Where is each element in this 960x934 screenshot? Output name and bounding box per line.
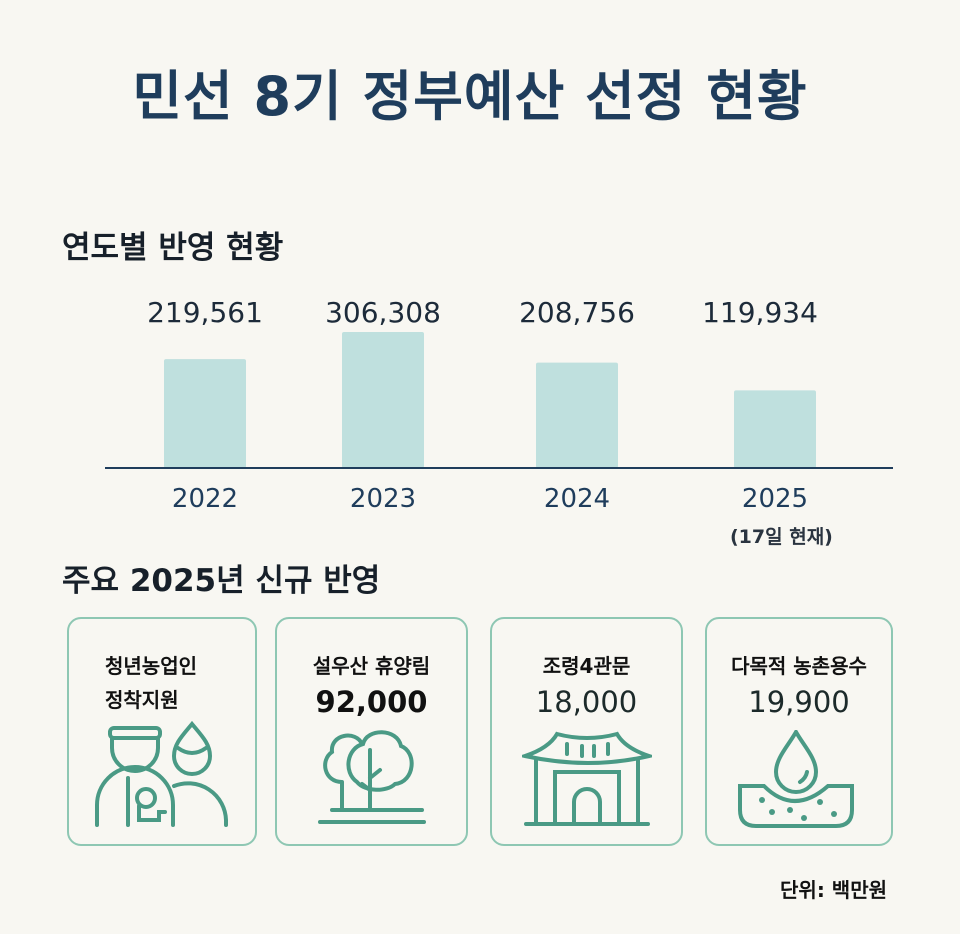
- card-label: 조령4관문: [542, 654, 631, 678]
- x-tick-2024: 2024: [544, 484, 610, 514]
- unit-label: 단위: 백만원: [780, 878, 887, 902]
- value-label-2022: 219,561: [147, 296, 263, 329]
- trees-icon: [317, 730, 426, 824]
- card-label-line2: 정착지원: [105, 688, 179, 712]
- card-label: 설우산 휴양림: [312, 654, 431, 678]
- section-title-new: 주요 2025년 신규 반영: [62, 563, 381, 599]
- chart-annotation: (17일 현재): [730, 526, 833, 548]
- card-label: 청년농업인: [105, 654, 197, 678]
- bar-2025: [734, 390, 816, 468]
- farmer-couple-icon: [95, 720, 228, 827]
- section-title-yearly: 연도별 반영 현황: [62, 230, 284, 266]
- card-value: 19,900: [748, 685, 850, 719]
- card-water: 다목적 농촌용수 19,900: [705, 617, 893, 846]
- value-label-2025: 119,934: [702, 296, 818, 329]
- card-value: 92,000: [315, 685, 428, 719]
- card-gate: 조령4관문 18,000: [490, 617, 683, 846]
- page-title: 민선 8기 정부예산 선정 현황: [132, 65, 808, 128]
- x-tick-2023: 2023: [350, 484, 416, 514]
- bar-2024: [536, 362, 618, 468]
- x-tick-2025: 2025: [742, 484, 808, 514]
- bar-chart: 219,561 2022 306,308 2023 208,756 2024 119,934…: [105, 296, 893, 514]
- bar-2022: [164, 359, 246, 468]
- card-label: 다목적 농촌용수: [731, 654, 867, 678]
- card-forest: 설우산 휴양림 92,000: [275, 617, 468, 846]
- bar-2023: [342, 332, 424, 468]
- water-drop-soil-icon: [738, 730, 854, 828]
- x-tick-2022: 2022: [172, 484, 238, 514]
- card-value: 18,000: [535, 685, 638, 719]
- value-label-2023: 306,308: [325, 296, 441, 329]
- traditional-gate-icon: [521, 731, 652, 826]
- value-label-2024: 208,756: [519, 296, 635, 329]
